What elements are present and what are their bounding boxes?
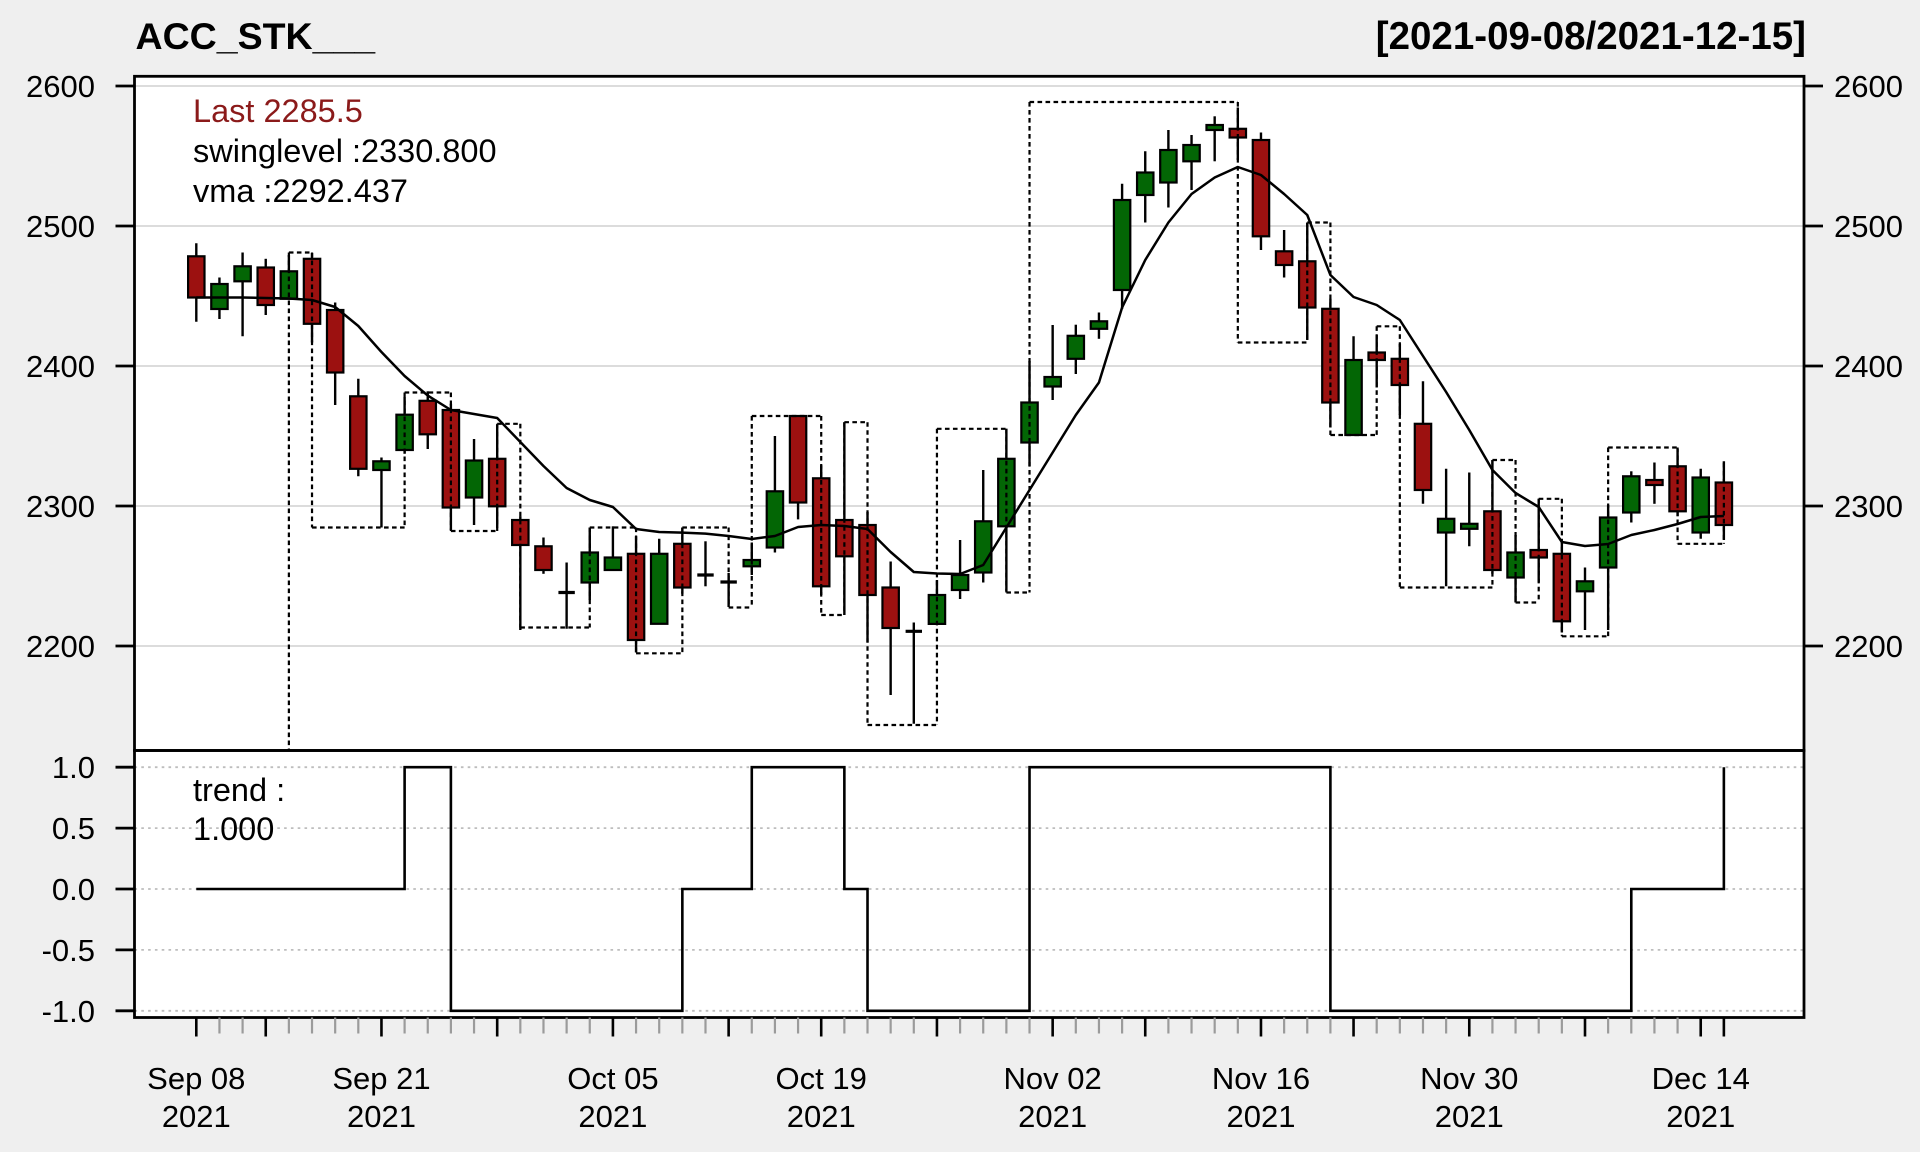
svg-text:Nov 02: Nov 02 [1004, 1061, 1102, 1096]
svg-text:2500: 2500 [1834, 209, 1903, 244]
svg-text:2400: 2400 [26, 349, 95, 384]
svg-text:Sep 08: Sep 08 [147, 1061, 245, 1096]
svg-text:2200: 2200 [26, 629, 95, 664]
svg-text:1.000: 1.000 [193, 811, 274, 847]
svg-text:2021: 2021 [1226, 1099, 1295, 1134]
svg-text:Sep 21: Sep 21 [332, 1061, 430, 1096]
svg-text:2300: 2300 [26, 489, 95, 524]
svg-text:swinglevel :2330.800: swinglevel :2330.800 [193, 133, 497, 169]
svg-text:Nov 16: Nov 16 [1212, 1061, 1310, 1096]
svg-text:Nov 30: Nov 30 [1420, 1061, 1518, 1096]
svg-text:trend :: trend : [193, 772, 285, 808]
svg-text:2021: 2021 [1018, 1099, 1087, 1134]
svg-text:[2021-09-08/2021-12-15]: [2021-09-08/2021-12-15] [1376, 15, 1806, 58]
svg-text:vma :2292.437: vma :2292.437 [193, 173, 408, 209]
svg-text:2200: 2200 [1834, 629, 1903, 664]
svg-text:2600: 2600 [26, 69, 95, 104]
svg-text:2021: 2021 [787, 1099, 856, 1134]
svg-text:Last 2285.5: Last 2285.5 [193, 93, 363, 129]
svg-text:-0.5: -0.5 [42, 933, 95, 968]
svg-text:1.0: 1.0 [52, 750, 95, 785]
svg-text:0.5: 0.5 [52, 811, 95, 846]
svg-text:2021: 2021 [1666, 1099, 1735, 1134]
svg-text:Oct 05: Oct 05 [567, 1061, 658, 1096]
svg-text:2021: 2021 [1435, 1099, 1504, 1134]
svg-text:2400: 2400 [1834, 349, 1903, 384]
svg-text:2021: 2021 [162, 1099, 231, 1134]
svg-text:2600: 2600 [1834, 69, 1903, 104]
svg-text:Dec 14: Dec 14 [1652, 1061, 1750, 1096]
svg-text:ACC_STK___: ACC_STK___ [136, 15, 377, 57]
svg-text:Oct 19: Oct 19 [776, 1061, 867, 1096]
svg-text:2500: 2500 [26, 209, 95, 244]
svg-text:2021: 2021 [578, 1099, 647, 1134]
svg-text:-1.0: -1.0 [42, 994, 95, 1029]
svg-text:2300: 2300 [1834, 489, 1903, 524]
svg-text:2021: 2021 [347, 1099, 416, 1134]
svg-text:0.0: 0.0 [52, 872, 95, 907]
